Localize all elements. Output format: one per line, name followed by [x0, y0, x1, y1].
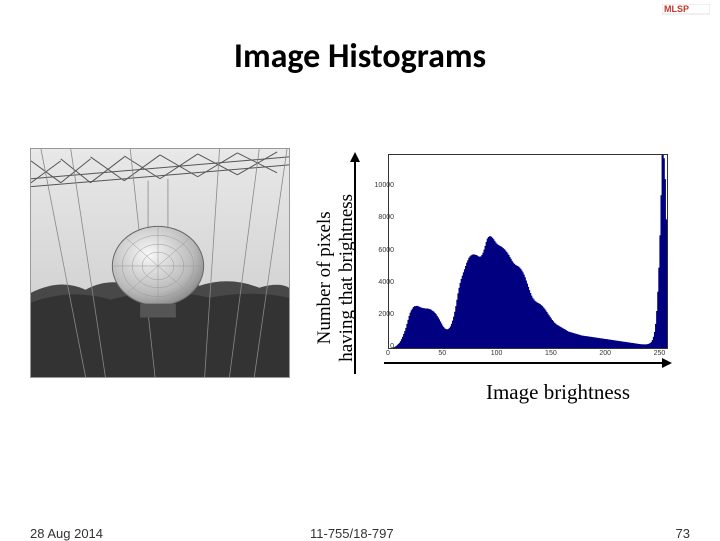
- footer-page: 73: [676, 526, 690, 541]
- logo: MLSP: [662, 4, 710, 18]
- footer-date: 28 Aug 2014: [30, 526, 103, 541]
- footer-course: 11-755/18-797: [310, 526, 394, 541]
- xtick-label: 250: [652, 350, 666, 357]
- content-area: Number of pixels having that brightness …: [30, 148, 690, 438]
- ytick-label: 6000: [370, 247, 394, 254]
- xtick-label: 200: [598, 350, 612, 357]
- x-axis-label: Image brightness: [428, 380, 688, 405]
- ytick-label: 4000: [370, 279, 394, 286]
- xtick-label: 100: [490, 350, 504, 357]
- ytick-label: 10000: [370, 182, 394, 189]
- ytick-label: 8000: [370, 214, 394, 221]
- xtick-label: 150: [544, 350, 558, 357]
- logo-text: MLSP: [664, 4, 689, 14]
- ytick-label: 2000: [370, 311, 394, 318]
- ytick-label: 0: [370, 343, 394, 350]
- y-axis-label-wrap: Number of pixels having that brightness: [306, 148, 362, 378]
- xtick-label: 50: [435, 350, 449, 357]
- x-axis-arrow: [384, 358, 672, 368]
- xtick-label: 0: [381, 350, 395, 357]
- telescope-photo: [30, 148, 290, 378]
- chart-plot-area: [388, 154, 668, 349]
- histogram-chart: 0 2000 4000 6000 8000 10000 0 50 100 150 200 250: [368, 148, 678, 378]
- page-title: Image Histograms: [0, 36, 720, 77]
- y-axis-arrow: [350, 152, 360, 374]
- ylabel-line1: Number of pixels: [314, 211, 335, 344]
